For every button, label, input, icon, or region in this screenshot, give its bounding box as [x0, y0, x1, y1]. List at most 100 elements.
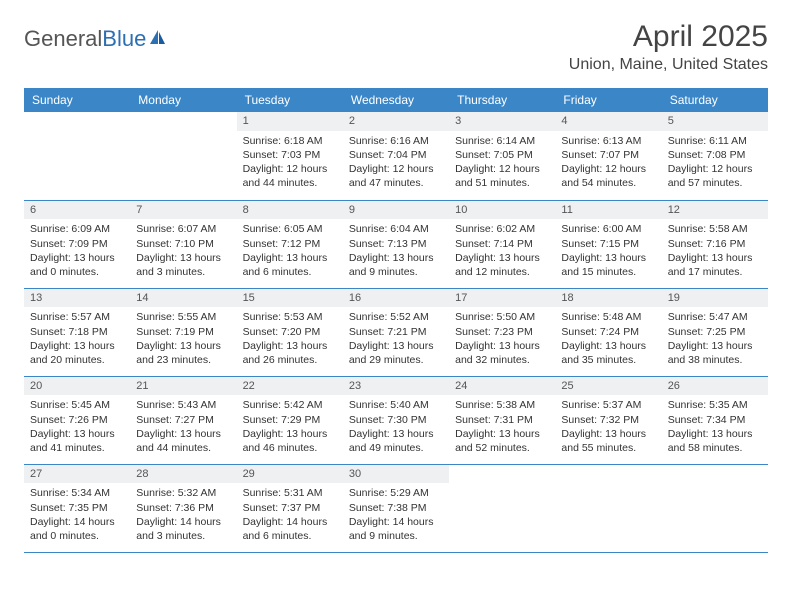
day-number: 14: [136, 292, 148, 304]
sunset-line: Sunset: 7:18 PM: [30, 325, 124, 339]
page-title: April 2025: [569, 20, 768, 54]
daylight-line-2: and 38 minutes.: [668, 353, 762, 367]
daylight-line-2: and 49 minutes.: [349, 441, 443, 455]
day-number-bar: 22: [237, 377, 343, 396]
day-cell: 20Sunrise: 5:45 AMSunset: 7:26 PMDayligh…: [24, 376, 130, 464]
daylight-line-2: and 15 minutes.: [561, 265, 655, 279]
week-row: 20Sunrise: 5:45 AMSunset: 7:26 PMDayligh…: [24, 376, 768, 464]
day-number: 15: [243, 292, 255, 304]
day-number: 1: [243, 115, 249, 127]
daylight-line-2: and 44 minutes.: [136, 441, 230, 455]
daylight-line-2: and 9 minutes.: [349, 265, 443, 279]
day-number-bar: 19: [662, 289, 768, 308]
day-number-bar: 18: [555, 289, 661, 308]
sunset-line: Sunset: 7:07 PM: [561, 148, 655, 162]
day-number-bar: 4: [555, 112, 661, 131]
day-cell: 14 Sunrise: 5:55 AMSunset: 7:19 PMDayligh…: [130, 288, 236, 376]
day-number-bar: 26: [662, 377, 768, 396]
day-number-bar: 14: [130, 289, 236, 308]
day-header-row: Sunday Monday Tuesday Wednesday Thursday…: [24, 88, 768, 112]
day-cell: 9Sunrise: 6:04 AMSunset: 7:13 PMDaylight…: [343, 200, 449, 288]
daylight-line-1: Daylight: 13 hours: [349, 427, 443, 441]
day-cell: 16Sunrise: 5:52 AMSunset: 7:21 PMDayligh…: [343, 288, 449, 376]
daylight-line-1: Daylight: 12 hours: [243, 162, 337, 176]
sunset-line: Sunset: 7:37 PM: [243, 501, 337, 515]
day-cell: 10Sunrise: 6:02 AMSunset: 7:14 PMDayligh…: [449, 200, 555, 288]
sunset-line: Sunset: 7:34 PM: [668, 413, 762, 427]
sunrise-line: Sunrise: 5:29 AM: [349, 486, 443, 500]
day-number-bar: 20: [24, 377, 130, 396]
sunrise-line: Sunrise: 5:40 AM: [349, 398, 443, 412]
daylight-line-2: and 51 minutes.: [455, 176, 549, 190]
week-row: 13Sunrise: 5:57 AMSunset: 7:18 PMDayligh…: [24, 288, 768, 376]
day-number-bar: 11: [555, 201, 661, 220]
sunset-line: Sunset: 7:21 PM: [349, 325, 443, 339]
sunrise-line: Sunrise: 5:53 AM: [243, 310, 337, 324]
header: GeneralBlue April 2025 Union, Maine, Uni…: [24, 20, 768, 74]
day-number: 28: [136, 468, 148, 480]
day-cell: 18Sunrise: 5:48 AMSunset: 7:24 PMDayligh…: [555, 288, 661, 376]
sunrise-line: Sunrise: 5:37 AM: [561, 398, 655, 412]
day-cell: 5Sunrise: 6:11 AMSunset: 7:08 PMDaylight…: [662, 112, 768, 200]
daylight-line-2: and 9 minutes.: [349, 529, 443, 543]
sunset-line: Sunset: 7:35 PM: [30, 501, 124, 515]
sunrise-line: Sunrise: 6:07 AM: [136, 222, 230, 236]
day-number-bar: 27: [24, 465, 130, 484]
day-number: 9: [349, 204, 355, 216]
sunset-line: Sunset: 7:32 PM: [561, 413, 655, 427]
day-number: 30: [349, 468, 361, 480]
day-number-bar: 9: [343, 201, 449, 220]
daylight-line-2: and 17 minutes.: [668, 265, 762, 279]
day-cell: 11Sunrise: 6:00 AMSunset: 7:15 PMDayligh…: [555, 200, 661, 288]
sunset-line: Sunset: 7:15 PM: [561, 237, 655, 251]
day-cell: 25Sunrise: 5:37 AMSunset: 7:32 PMDayligh…: [555, 376, 661, 464]
day-cell: 24Sunrise: 5:38 AMSunset: 7:31 PMDayligh…: [449, 376, 555, 464]
daylight-line-2: and 23 minutes.: [136, 353, 230, 367]
sunrise-line: Sunrise: 5:55 AM: [136, 310, 230, 324]
title-block: April 2025 Union, Maine, United States: [569, 20, 768, 74]
day-number: 24: [455, 380, 467, 392]
day-number: 21: [136, 380, 148, 392]
sunrise-line: Sunrise: 6:11 AM: [668, 134, 762, 148]
day-number: 3: [455, 115, 461, 127]
day-cell: [555, 464, 661, 552]
calendar-body: 1Sunrise: 6:18 AMSunset: 7:03 PMDaylight…: [24, 112, 768, 552]
daylight-line-2: and 26 minutes.: [243, 353, 337, 367]
sunset-line: Sunset: 7:27 PM: [136, 413, 230, 427]
day-number: 6: [30, 204, 36, 216]
sunset-line: Sunset: 7:09 PM: [30, 237, 124, 251]
day-number: 12: [668, 204, 680, 216]
daylight-line-1: Daylight: 14 hours: [30, 515, 124, 529]
sunset-line: Sunset: 7:19 PM: [136, 325, 230, 339]
day-number: 29: [243, 468, 255, 480]
daylight-line-1: Daylight: 14 hours: [136, 515, 230, 529]
daylight-line-1: Daylight: 12 hours: [668, 162, 762, 176]
logo-sail-icon: [148, 26, 168, 52]
sunset-line: Sunset: 7:03 PM: [243, 148, 337, 162]
sunset-line: Sunset: 7:08 PM: [668, 148, 762, 162]
daylight-line-2: and 0 minutes.: [30, 265, 124, 279]
day-cell: [662, 464, 768, 552]
day-number-bar: 28: [130, 465, 236, 484]
day-header: Sunday: [24, 88, 130, 112]
daylight-line-1: Daylight: 13 hours: [136, 251, 230, 265]
daylight-line-1: Daylight: 13 hours: [30, 339, 124, 353]
day-number: 20: [30, 380, 42, 392]
daylight-line-1: Daylight: 13 hours: [136, 339, 230, 353]
day-number-bar: 24: [449, 377, 555, 396]
calendar-table: Sunday Monday Tuesday Wednesday Thursday…: [24, 88, 768, 553]
sunset-line: Sunset: 7:30 PM: [349, 413, 443, 427]
sunrise-line: Sunrise: 6:02 AM: [455, 222, 549, 236]
sunset-line: Sunset: 7:16 PM: [668, 237, 762, 251]
day-number-bar: 30: [343, 465, 449, 484]
daylight-line-2: and 20 minutes.: [30, 353, 124, 367]
day-number-bar: 12: [662, 201, 768, 220]
daylight-line-2: and 41 minutes.: [30, 441, 124, 455]
day-cell: 13Sunrise: 5:57 AMSunset: 7:18 PMDayligh…: [24, 288, 130, 376]
day-cell: 2Sunrise: 6:16 AMSunset: 7:04 PMDaylight…: [343, 112, 449, 200]
sunrise-line: Sunrise: 6:16 AM: [349, 134, 443, 148]
sunrise-line: Sunrise: 6:04 AM: [349, 222, 443, 236]
sunrise-line: Sunrise: 6:18 AM: [243, 134, 337, 148]
location-text: Union, Maine, United States: [569, 56, 768, 74]
day-cell: 1 Sunrise: 6:18 AMSunset: 7:03 PMDaylight…: [237, 112, 343, 200]
